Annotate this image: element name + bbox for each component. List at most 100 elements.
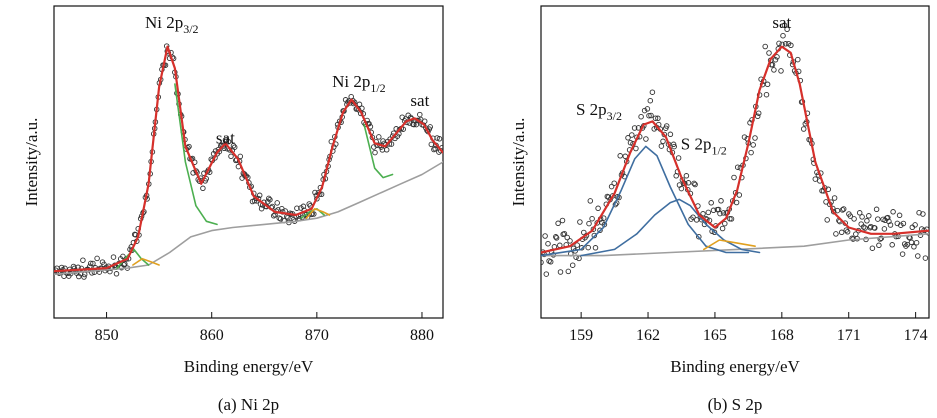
data-point xyxy=(831,195,838,201)
data-point xyxy=(231,144,238,150)
data-point xyxy=(564,234,570,241)
x-tick-label: 850 xyxy=(95,327,119,344)
data-point xyxy=(595,205,601,212)
data-point xyxy=(741,134,748,140)
panel-caption: (a) Ni 2p xyxy=(218,395,279,414)
data-point xyxy=(383,147,390,153)
background-line xyxy=(541,233,929,257)
peak-label: sat xyxy=(410,91,429,110)
component-line xyxy=(703,239,756,251)
data-point xyxy=(228,153,234,160)
data-point xyxy=(778,68,784,74)
data-point xyxy=(769,62,776,68)
data-point xyxy=(720,210,727,216)
data-point xyxy=(110,254,117,260)
panel-ni-2p: 850 860 870 880 Binding energy/eV Intensity/a… xyxy=(22,5,444,414)
data-point xyxy=(705,209,712,216)
data-point xyxy=(237,153,244,160)
data-point xyxy=(851,216,857,222)
data-point xyxy=(393,126,399,132)
peak-label: S 2p1/2 xyxy=(681,135,727,158)
data-point xyxy=(915,253,921,259)
data-point xyxy=(890,209,896,215)
data-point xyxy=(225,138,232,145)
data-point xyxy=(635,125,642,131)
data-point xyxy=(800,126,807,132)
data-point xyxy=(622,153,629,160)
data-point xyxy=(774,54,780,60)
data-point xyxy=(700,211,706,217)
data-point xyxy=(872,225,878,231)
data-point xyxy=(908,239,915,246)
panel-s-2p: 159 162 165 168 171 174 Binding energy/eV Inten… xyxy=(509,5,930,414)
data-point xyxy=(795,56,801,63)
component-line xyxy=(174,83,218,226)
data-point xyxy=(633,145,639,152)
data-point xyxy=(421,118,428,124)
data-point xyxy=(844,229,851,235)
data-point xyxy=(833,231,839,237)
data-point xyxy=(581,229,587,236)
data-point xyxy=(644,106,651,112)
data-point xyxy=(553,234,559,240)
data-point xyxy=(764,81,771,88)
data-point xyxy=(881,226,888,232)
data-point xyxy=(717,210,723,217)
x-tick-label: 860 xyxy=(200,327,224,344)
data-point xyxy=(652,115,659,121)
data-point xyxy=(266,195,272,202)
data-point xyxy=(885,214,891,221)
data-point xyxy=(912,222,918,228)
data-point xyxy=(781,22,788,28)
data-point xyxy=(312,189,318,196)
data-point xyxy=(864,218,870,224)
data-point xyxy=(869,245,876,251)
data-point xyxy=(887,222,894,228)
data-point xyxy=(541,259,544,266)
data-layer xyxy=(54,43,443,280)
data-point xyxy=(569,262,576,268)
data-point xyxy=(696,233,702,240)
data-point xyxy=(625,135,631,141)
data-point xyxy=(839,207,846,213)
data-point xyxy=(629,132,635,138)
data-point xyxy=(428,141,435,148)
data-point xyxy=(113,271,120,277)
data-point xyxy=(643,136,649,142)
data-point xyxy=(559,217,566,224)
data-point xyxy=(557,242,563,249)
data-point xyxy=(782,41,789,47)
data-point xyxy=(270,213,277,219)
component-line xyxy=(541,145,750,257)
data-point xyxy=(627,139,634,146)
data-point xyxy=(658,143,665,149)
data-point xyxy=(899,251,906,257)
data-point xyxy=(543,271,550,277)
fit-envelope-line xyxy=(541,45,929,254)
data-point xyxy=(711,229,718,236)
data-point xyxy=(647,97,654,104)
fit-envelope-line xyxy=(54,45,443,273)
x-tick-label: 880 xyxy=(410,327,434,344)
data-point xyxy=(840,206,847,212)
data-point xyxy=(553,235,560,241)
data-point xyxy=(589,215,595,222)
data-point xyxy=(586,220,592,227)
data-point xyxy=(824,217,830,223)
data-point xyxy=(388,141,395,147)
x-tick-label: 162 xyxy=(636,327,660,344)
data-layer xyxy=(541,22,929,277)
data-point xyxy=(641,107,648,114)
data-point xyxy=(258,205,265,212)
data-point xyxy=(772,57,779,63)
data-point xyxy=(889,242,895,248)
data-point xyxy=(903,243,909,249)
data-point xyxy=(230,142,237,149)
data-point xyxy=(690,214,696,220)
data-point xyxy=(311,211,317,217)
data-point xyxy=(904,241,911,248)
data-point xyxy=(200,185,206,192)
plot-frame xyxy=(540,5,930,319)
data-point xyxy=(591,232,598,239)
